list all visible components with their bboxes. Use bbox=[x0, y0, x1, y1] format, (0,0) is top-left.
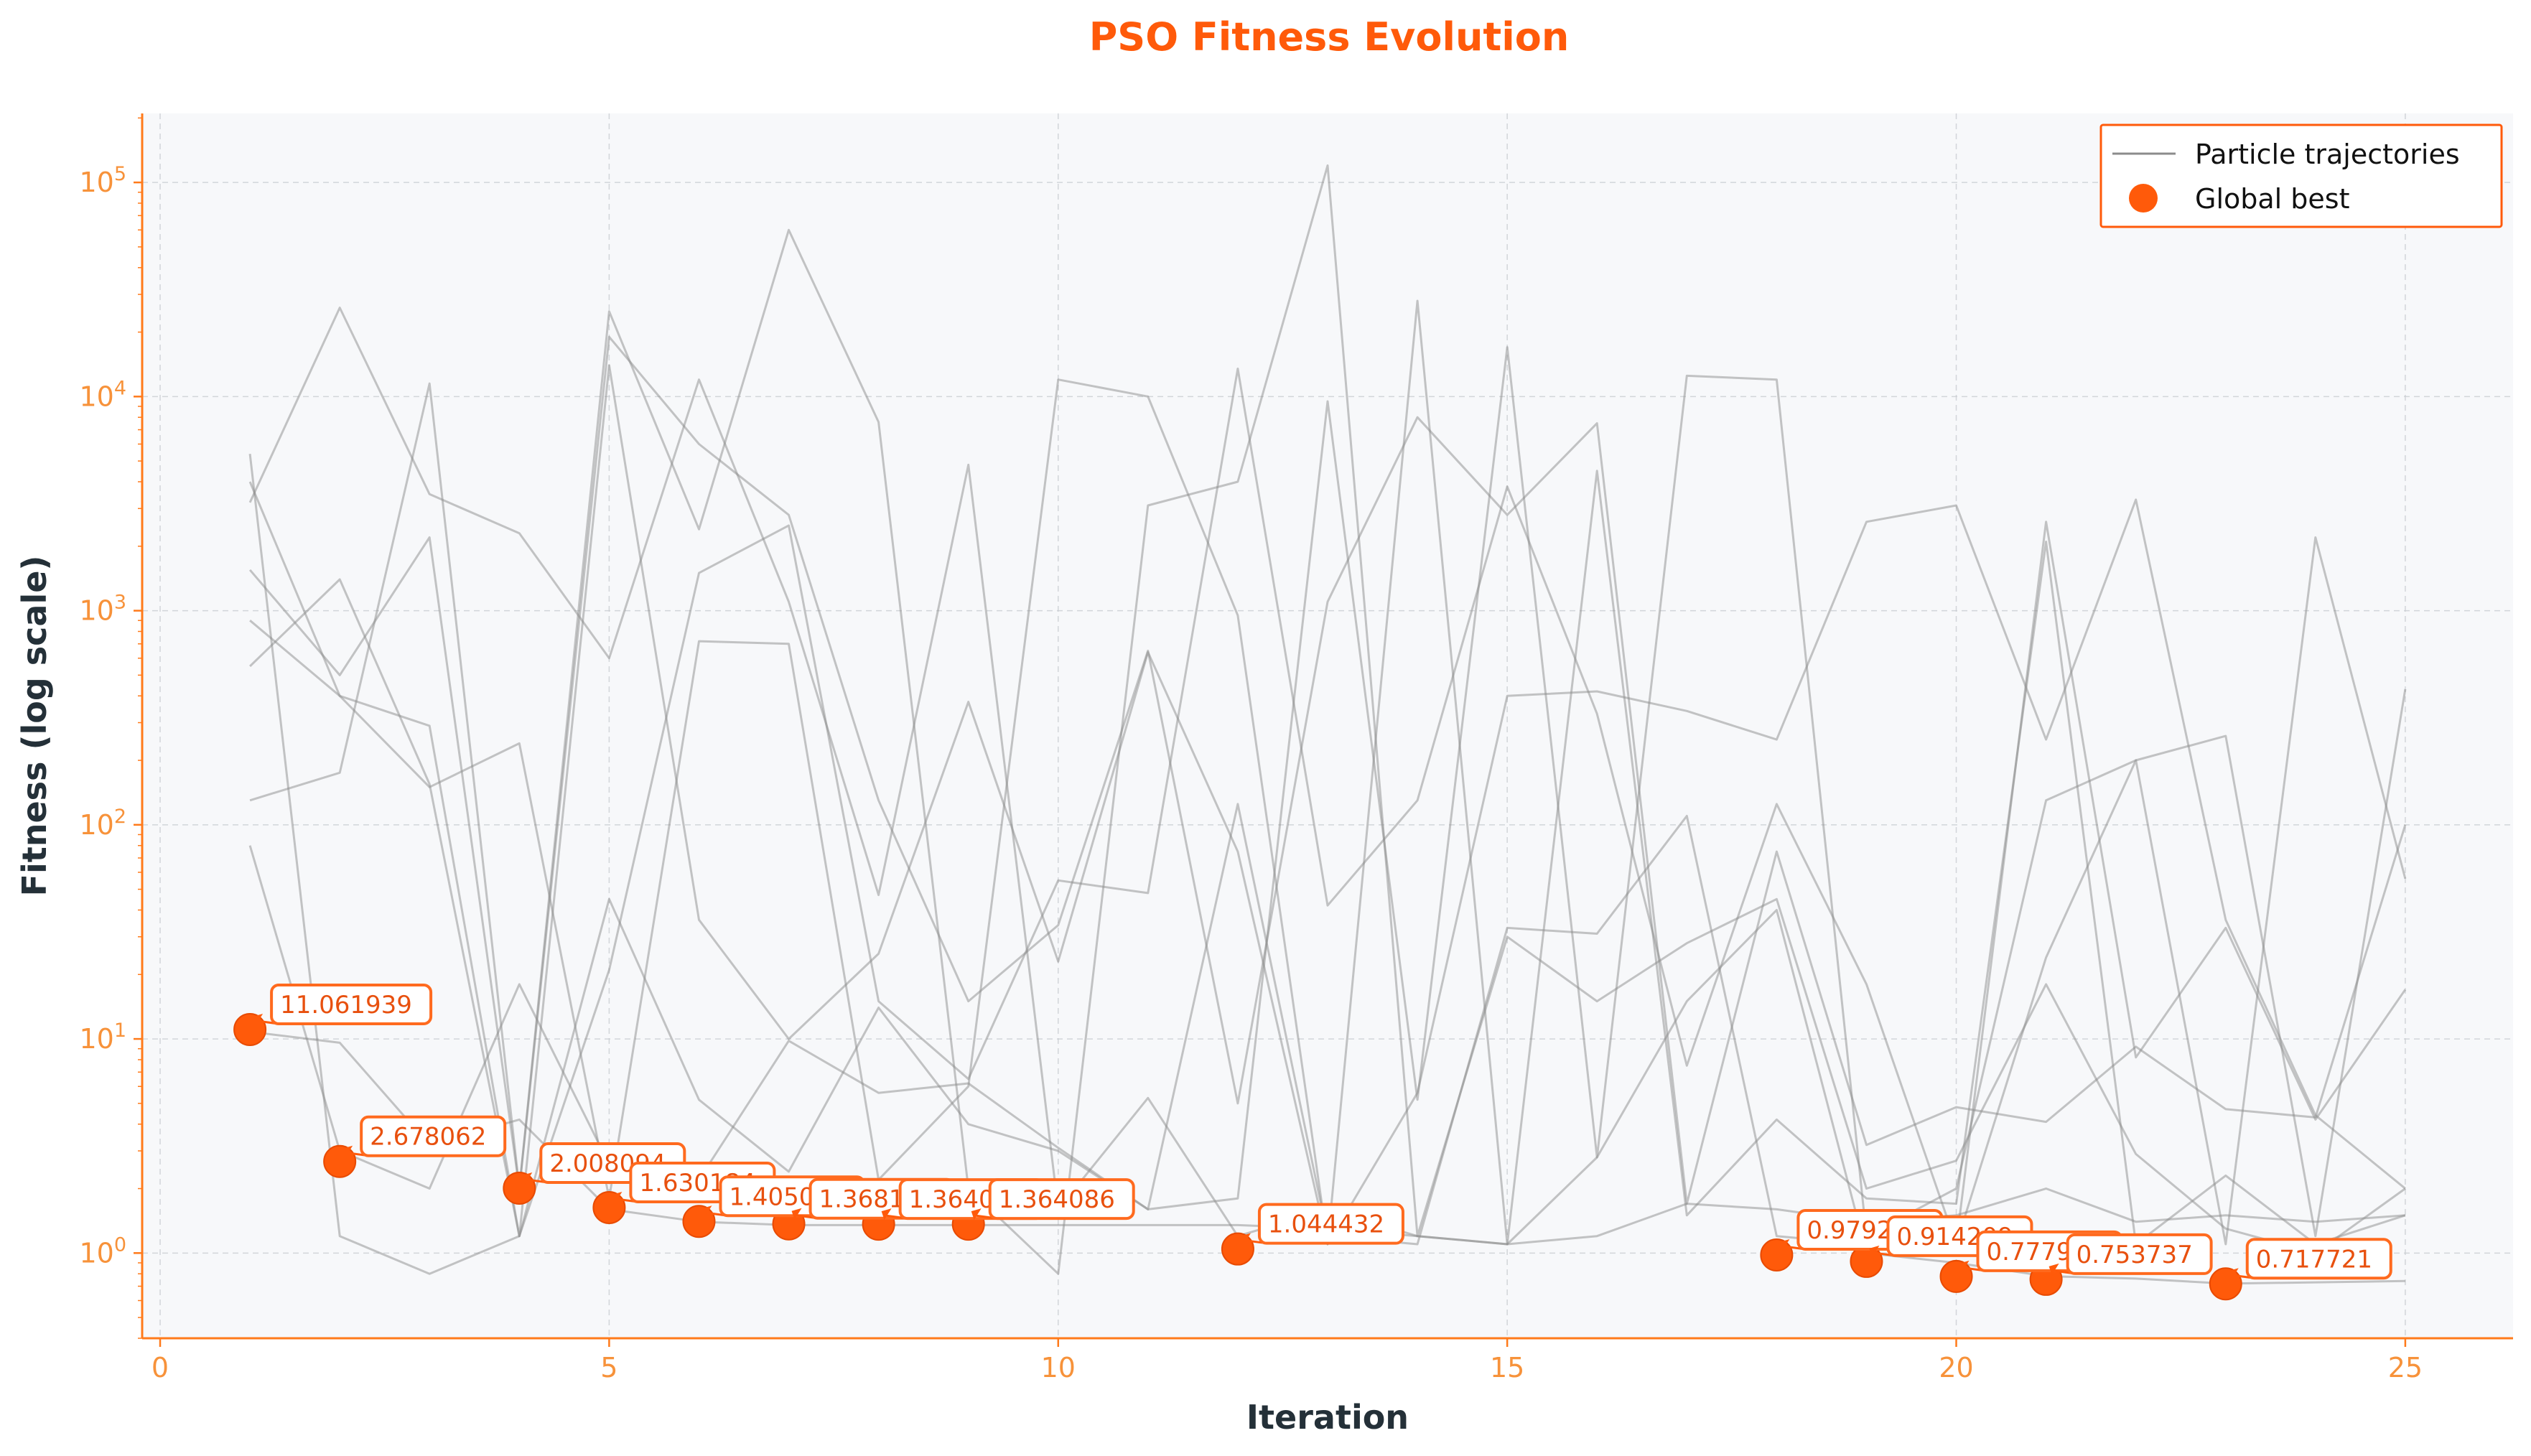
annotation-label: 1.044432 bbox=[1268, 1210, 1384, 1239]
annotation-box bbox=[360, 1115, 507, 1157]
global-best-point bbox=[2209, 1267, 2242, 1301]
global-best-point bbox=[233, 1013, 267, 1047]
legend-box bbox=[2099, 123, 2503, 228]
annotation-arrowhead bbox=[791, 1208, 802, 1220]
global-best-annotations: 11.0619392.6780622.0080941.6301841.40502… bbox=[253, 984, 2392, 1280]
global-best-point bbox=[1760, 1238, 1794, 1272]
annotation-box bbox=[1257, 1203, 1404, 1245]
annotation-label: 11.061939 bbox=[280, 991, 412, 1019]
annotation-arrowhead bbox=[522, 1172, 533, 1185]
global-best-point bbox=[503, 1172, 536, 1205]
annotation-arrowhead bbox=[2228, 1268, 2239, 1280]
annotation-arrowhead bbox=[253, 1014, 264, 1026]
global-best-point bbox=[323, 1144, 357, 1178]
annotation-arrowhead bbox=[1959, 1260, 1970, 1272]
annotation-arrowhead bbox=[701, 1205, 712, 1218]
y-tick-label: 105 bbox=[79, 163, 126, 198]
x-tick-label: 5 bbox=[600, 1352, 617, 1383]
x-tick-label: 0 bbox=[152, 1352, 169, 1383]
annotation-box bbox=[270, 984, 433, 1026]
annotation-arrowhead bbox=[881, 1208, 892, 1221]
annotation-box bbox=[2245, 1238, 2392, 1280]
plot-area bbox=[142, 113, 2513, 1338]
annotation-arrowhead bbox=[2048, 1263, 2059, 1275]
legend-global-best-label: Global best bbox=[2195, 183, 2350, 215]
x-tick-label: 10 bbox=[1041, 1352, 1076, 1383]
annotation-arrowhead bbox=[1779, 1239, 1790, 1251]
x-tick-label: 15 bbox=[1490, 1352, 1524, 1383]
annotation-arrowhead bbox=[1240, 1233, 1251, 1245]
annotation-box bbox=[2066, 1233, 2213, 1275]
grid-lines bbox=[142, 113, 2513, 1338]
legend-trajectory-label: Particle trajectories bbox=[2195, 139, 2460, 170]
global-best-point bbox=[1939, 1259, 1973, 1293]
annotation-arrowhead bbox=[612, 1192, 623, 1204]
y-tick-label: 101 bbox=[79, 1019, 126, 1055]
y-tick-label: 100 bbox=[79, 1233, 126, 1269]
annotation-arrowhead bbox=[342, 1145, 353, 1157]
x-axis-label: Iteration bbox=[1246, 1398, 1409, 1437]
trajectory-line bbox=[248, 368, 2407, 1275]
x-tick-label: 20 bbox=[1939, 1352, 1973, 1383]
legend: Particle trajectories Global best bbox=[2099, 123, 2503, 228]
global-best-point bbox=[592, 1191, 626, 1225]
y-tick-label: 102 bbox=[79, 806, 126, 841]
x-tick-label: 25 bbox=[2388, 1352, 2423, 1383]
annotation-arrowhead bbox=[971, 1208, 982, 1221]
annotation-label: 1.364086 bbox=[999, 1185, 1115, 1214]
y-axis-label: Fitness (log scale) bbox=[15, 556, 54, 897]
chart-title: PSO Fitness Evolution bbox=[1089, 14, 1570, 60]
y-tick-label: 103 bbox=[79, 592, 126, 627]
annotation-box bbox=[988, 1178, 1135, 1221]
global-best-point bbox=[1221, 1232, 1254, 1266]
annotation-arrowhead bbox=[1869, 1245, 1880, 1257]
x-axis-ticks: 0 5 10 15 20 25 bbox=[152, 1338, 2423, 1383]
annotation-label: 0.753737 bbox=[2076, 1241, 2193, 1269]
y-tick-label: 104 bbox=[79, 377, 126, 412]
global-best-point bbox=[682, 1205, 716, 1238]
trajectory-line bbox=[248, 164, 2406, 1275]
legend-global-best-swatch bbox=[2129, 184, 2158, 213]
trajectory-line bbox=[249, 335, 2407, 1205]
annotation-label: 2.678062 bbox=[370, 1123, 486, 1152]
y-axis-ticks: 100 101 102 103 104 105 bbox=[79, 117, 142, 1339]
annotation-label: 0.717721 bbox=[2256, 1245, 2372, 1274]
